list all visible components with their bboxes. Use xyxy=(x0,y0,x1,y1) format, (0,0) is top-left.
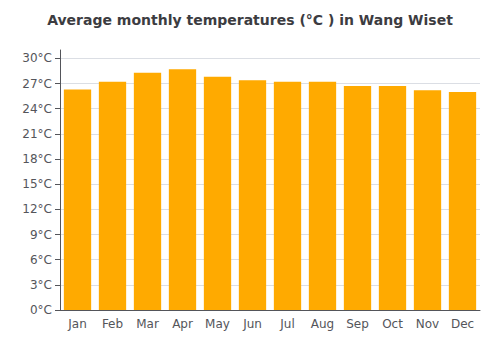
svg-text:15°C: 15°C xyxy=(22,177,52,191)
svg-text:Jul: Jul xyxy=(279,317,294,331)
svg-text:9°C: 9°C xyxy=(30,228,52,242)
svg-text:Jan: Jan xyxy=(67,317,87,331)
svg-text:Oct: Oct xyxy=(382,317,403,331)
svg-text:21°C: 21°C xyxy=(22,127,52,141)
svg-text:0°C: 0°C xyxy=(30,303,52,317)
svg-text:30°C: 30°C xyxy=(22,51,52,65)
svg-text:Mar: Mar xyxy=(136,317,159,331)
svg-text:May: May xyxy=(205,317,230,331)
svg-text:24°C: 24°C xyxy=(22,102,52,116)
svg-text:Nov: Nov xyxy=(416,317,439,331)
svg-text:Average monthly temperatures (: Average monthly temperatures (°C ) in Wa… xyxy=(47,12,453,28)
svg-text:Dec: Dec xyxy=(451,317,474,331)
svg-text:12°C: 12°C xyxy=(22,202,52,216)
svg-text:18°C: 18°C xyxy=(22,152,52,166)
svg-text:Feb: Feb xyxy=(102,317,123,331)
svg-text:Aug: Aug xyxy=(311,317,334,331)
svg-text:3°C: 3°C xyxy=(30,278,52,292)
svg-text:Sep: Sep xyxy=(346,317,369,331)
svg-text:27°C: 27°C xyxy=(22,77,52,91)
svg-text:6°C: 6°C xyxy=(30,253,52,267)
svg-text:Jun: Jun xyxy=(242,317,262,331)
svg-text:Apr: Apr xyxy=(172,317,193,331)
